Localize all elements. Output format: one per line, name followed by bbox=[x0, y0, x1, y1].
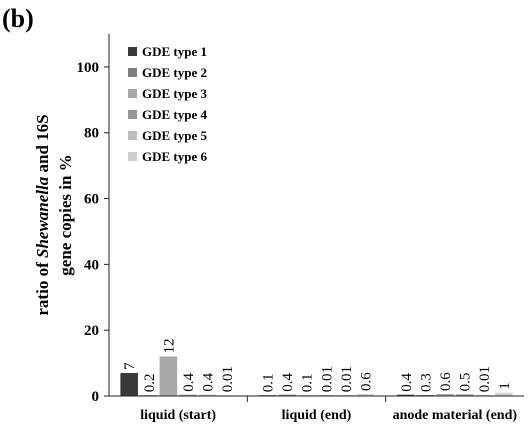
data-label: 0.01 bbox=[319, 366, 335, 392]
bar bbox=[356, 394, 375, 396]
legend-label: GDE type 1 bbox=[142, 44, 207, 59]
y-axis-label-segment: ratio of bbox=[33, 258, 52, 316]
y-tick-label: 0 bbox=[92, 389, 100, 405]
y-axis-label-segment: Shewanella bbox=[33, 176, 52, 258]
y-tick-label: 40 bbox=[84, 257, 99, 273]
bar bbox=[159, 356, 178, 396]
legend-label: GDE type 2 bbox=[142, 65, 207, 80]
bar bbox=[120, 372, 138, 396]
data-label: 0.01 bbox=[220, 366, 236, 392]
y-axis-label-line: ratio of Shewanella and 16S bbox=[33, 114, 52, 315]
bar bbox=[455, 394, 474, 396]
data-label: 0.4 bbox=[399, 372, 415, 391]
data-label: 0.2 bbox=[142, 373, 158, 392]
y-tick-label: 20 bbox=[84, 323, 99, 339]
y-axis-label-segment: gene copies in % bbox=[56, 154, 75, 275]
x-category-label: liquid (end) bbox=[282, 408, 352, 423]
bar bbox=[436, 394, 454, 396]
x-category-label: liquid (start) bbox=[140, 408, 216, 423]
y-tick-label: 60 bbox=[84, 192, 99, 208]
bar bbox=[198, 394, 217, 396]
y-axis-label-line: gene copies in % bbox=[56, 154, 75, 275]
data-label: 0.1 bbox=[300, 373, 316, 392]
data-label: 7 bbox=[122, 362, 138, 370]
legend-swatch bbox=[128, 110, 137, 119]
legend-swatch bbox=[128, 68, 137, 77]
data-label: 0.5 bbox=[458, 373, 474, 392]
legend-swatch bbox=[128, 89, 137, 98]
data-label: 0.4 bbox=[280, 372, 296, 391]
y-tick-label: 80 bbox=[84, 126, 99, 142]
data-label: 0.4 bbox=[181, 372, 197, 391]
data-label: 0.4 bbox=[201, 372, 217, 391]
data-label: 0.6 bbox=[358, 372, 374, 391]
legend-swatch bbox=[128, 47, 137, 56]
axes: 0 20 40 60 80 100 liquid (start) liquid (end) an… bbox=[77, 34, 524, 423]
data-label: 1 bbox=[497, 382, 513, 390]
legend-label: GDE type 6 bbox=[142, 149, 208, 164]
data-label: 0.01 bbox=[339, 366, 355, 392]
bar bbox=[495, 392, 513, 396]
data-label: 0.01 bbox=[477, 366, 493, 392]
panel-label: (b) bbox=[2, 4, 34, 33]
legend-label: GDE type 5 bbox=[142, 128, 208, 143]
legend: GDE type 1 GDE type 2 GDE type 3 GDE type 4… bbox=[128, 44, 208, 164]
bar bbox=[397, 394, 415, 396]
x-category-label: anode material (end) bbox=[393, 408, 518, 423]
data-label: 0.3 bbox=[418, 373, 434, 392]
legend-swatch bbox=[128, 131, 137, 140]
legend-label: GDE type 3 bbox=[142, 86, 208, 101]
data-label: 0.1 bbox=[261, 373, 277, 392]
data-label: 0.6 bbox=[438, 372, 454, 391]
y-tick-label: 100 bbox=[77, 60, 100, 76]
legend-label: GDE type 4 bbox=[142, 107, 208, 122]
y-axis-label-segment: and 16S bbox=[33, 114, 52, 176]
bar bbox=[278, 394, 296, 396]
legend-swatch bbox=[128, 152, 137, 161]
data-label: 12 bbox=[161, 339, 177, 354]
bar bbox=[179, 394, 197, 396]
